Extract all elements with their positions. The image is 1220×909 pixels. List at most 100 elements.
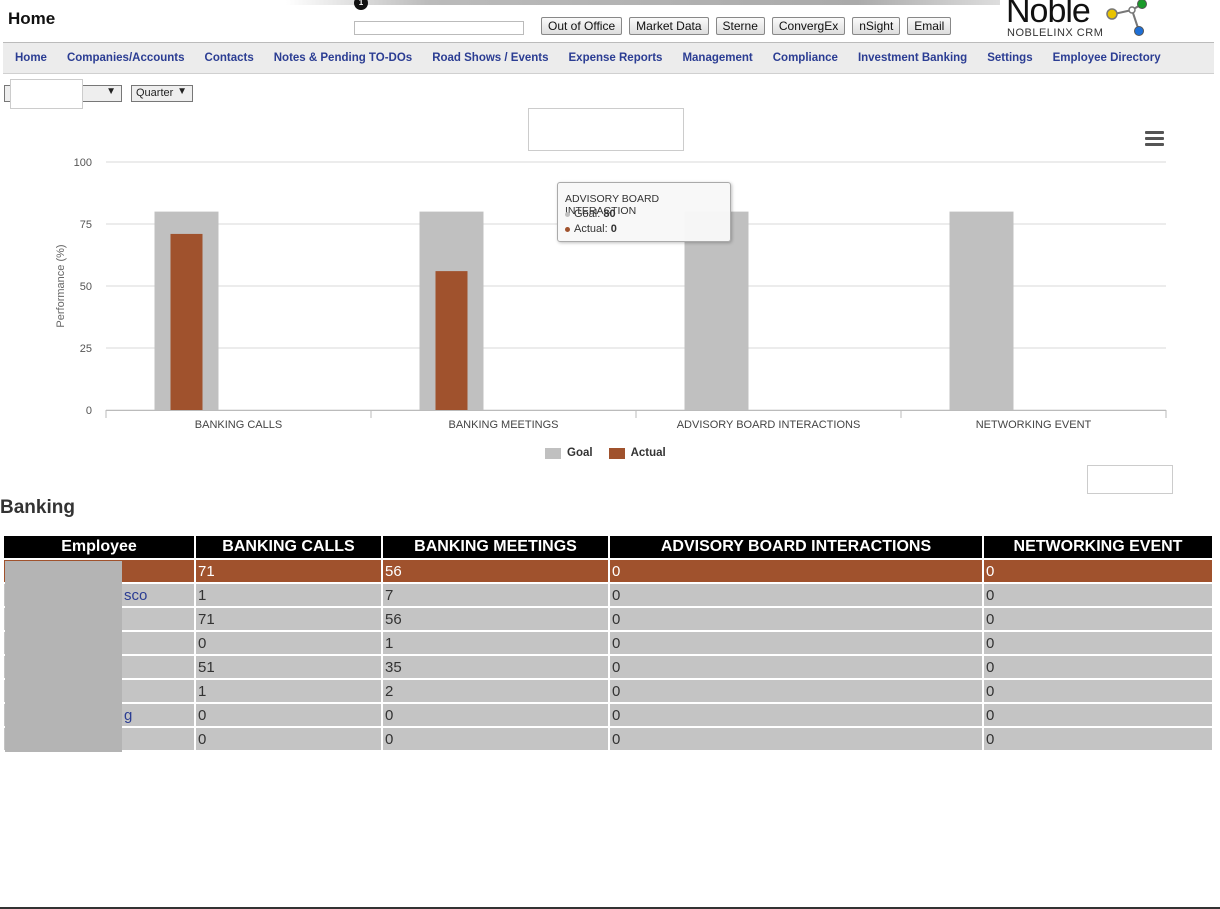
col-employee[interactable]: Employee <box>4 536 194 560</box>
nsight-button[interactable]: nSight <box>852 17 901 35</box>
y-tick-label: 50 <box>80 281 92 293</box>
advisory-board-cell: 0 <box>610 632 982 656</box>
actual-bar <box>170 233 203 410</box>
chart-legend: Goal Actual <box>545 447 666 459</box>
y-tick-label: 25 <box>80 343 92 355</box>
actual-dot-icon <box>565 226 570 232</box>
page-title: Home <box>8 9 56 28</box>
chart-title-box <box>528 108 684 151</box>
table-header-row: Employee BANKING CALLS BANKING MEETINGS … <box>4 536 1212 560</box>
banking-calls-cell: 1 <box>196 680 381 704</box>
banking-meetings-cell: 56 <box>383 608 608 632</box>
chevron-down-icon: ▼ <box>177 86 187 97</box>
banking-meetings-cell: 56 <box>383 560 608 584</box>
nav-notes-todos[interactable]: Notes & Pending TO-DOs <box>273 52 413 64</box>
banking-calls-cell: 0 <box>196 704 381 728</box>
banking-calls-cell: 0 <box>196 632 381 656</box>
nav-compliance[interactable]: Compliance <box>772 52 838 64</box>
networking-event-cell: 0 <box>984 656 1212 680</box>
networking-event-cell: 0 <box>984 608 1212 632</box>
col-banking-meetings[interactable]: BANKING MEETINGS <box>383 536 608 560</box>
banking-meetings-cell: 0 <box>383 728 608 752</box>
tooltip-actual-value: 0 <box>610 223 617 235</box>
top-progress-strip <box>286 0 1000 5</box>
advisory-board-cell: 0 <box>610 584 982 608</box>
sterne-button[interactable]: Sterne <box>715 17 765 35</box>
actual-swatch <box>608 447 625 459</box>
goal-bar <box>949 211 1014 410</box>
out-of-office-button[interactable]: Out of Office <box>541 17 623 35</box>
legend-item-goal[interactable]: Goal <box>545 447 593 459</box>
advisory-board-cell: 0 <box>610 728 982 752</box>
col-advisory-board[interactable]: ADVISORY BOARD INTERACTIONS <box>610 536 982 560</box>
nav-companies-accounts[interactable]: Companies/Accounts <box>66 52 185 64</box>
nav-management[interactable]: Management <box>682 52 753 64</box>
networking-event-cell: 0 <box>984 680 1212 704</box>
table-row[interactable]: 51 35 0 0 <box>4 656 1212 680</box>
top-marker-badge[interactable]: 1 <box>354 0 368 10</box>
interval-select[interactable]: Quarter ▼ <box>131 85 193 102</box>
convergex-button[interactable]: ConvergEx <box>771 17 846 35</box>
nav-expense-reports[interactable]: Expense Reports <box>568 52 663 64</box>
y-tick-label: 100 <box>74 157 92 169</box>
y-tick-label: 75 <box>80 219 92 231</box>
banking-calls-cell: 1 <box>196 584 381 608</box>
tooltip-goal-value: 80 <box>603 208 616 220</box>
legend-item-actual[interactable]: Actual <box>608 447 666 459</box>
banking-table: Employee BANKING CALLS BANKING MEETINGS … <box>2 536 1214 752</box>
chart-menu-icon[interactable] <box>1145 131 1164 146</box>
advisory-board-cell: 0 <box>610 560 982 584</box>
employee-link[interactable]: sco <box>124 586 148 604</box>
nav-road-shows-events[interactable]: Road Shows / Events <box>432 52 549 64</box>
col-banking-calls[interactable]: BANKING CALLS <box>196 536 381 560</box>
email-button[interactable]: Email <box>907 17 952 35</box>
banking-meetings-cell: 1 <box>383 632 608 656</box>
section-title: Banking <box>0 497 75 518</box>
tooltip-goal-label: Goal: <box>574 208 604 220</box>
market-data-button[interactable]: Market Data <box>629 17 709 35</box>
networking-event-cell: 0 <box>984 704 1212 728</box>
nav-settings[interactable]: Settings <box>987 52 1033 64</box>
export-box <box>1087 465 1173 494</box>
redacted-employee-names <box>5 561 122 752</box>
banking-meetings-cell: 2 <box>383 680 608 704</box>
logo-wordmark: Noble <box>1006 0 1091 30</box>
advisory-board-cell: 0 <box>610 656 982 680</box>
tooltip-title: ADVISORY BOARD INTERACTION <box>565 193 660 217</box>
y-axis-label: Performance (%) <box>55 244 67 327</box>
nav-investment-banking[interactable]: Investment Banking <box>857 52 968 64</box>
banking-meetings-cell: 0 <box>383 704 608 728</box>
nav-employee-directory[interactable]: Employee Directory <box>1052 52 1161 64</box>
table-row[interactable]: 71 56 0 0 <box>4 608 1212 632</box>
x-tick-label: NETWORKING EVENT <box>976 419 1092 431</box>
banking-calls-cell: 71 <box>196 560 381 584</box>
advisory-board-cell: 0 <box>610 680 982 704</box>
table-row[interactable]: sco 1 7 0 0 <box>4 584 1212 608</box>
networking-event-cell: 0 <box>984 584 1212 608</box>
banking-calls-cell: 0 <box>196 728 381 752</box>
banking-calls-cell: 51 <box>196 656 381 680</box>
goal-bar <box>684 211 749 410</box>
tooltip-actual-label: Actual: <box>574 223 611 235</box>
nav-home[interactable]: Home <box>15 52 47 64</box>
banking-meetings-cell: 35 <box>383 656 608 680</box>
header-search-input[interactable] <box>354 21 524 35</box>
logo-subtitle: NOBLELINX CRM <box>1007 27 1104 39</box>
networking-event-cell: 0 <box>984 728 1212 752</box>
main-nav: Home Companies/Accounts Contacts Notes &… <box>3 42 1214 74</box>
col-networking-event[interactable]: NETWORKING EVENT <box>984 536 1212 560</box>
noble-logo: Noble NOBLELINX CRM <box>1004 0 1154 40</box>
table-row[interactable]: 71 56 0 0 <box>4 560 1212 584</box>
advisory-board-cell: 0 <box>610 608 982 632</box>
banking-calls-cell: 71 <box>196 608 381 632</box>
legend-goal-label: Goal <box>567 447 593 459</box>
nav-contacts[interactable]: Contacts <box>204 52 254 64</box>
tooltip-goal-row: Goal: 80 <box>565 208 616 220</box>
employee-link[interactable]: g <box>124 706 133 724</box>
x-tick-label: ADVISORY BOARD INTERACTIONS <box>677 419 861 431</box>
networking-event-cell: 0 <box>984 560 1212 584</box>
